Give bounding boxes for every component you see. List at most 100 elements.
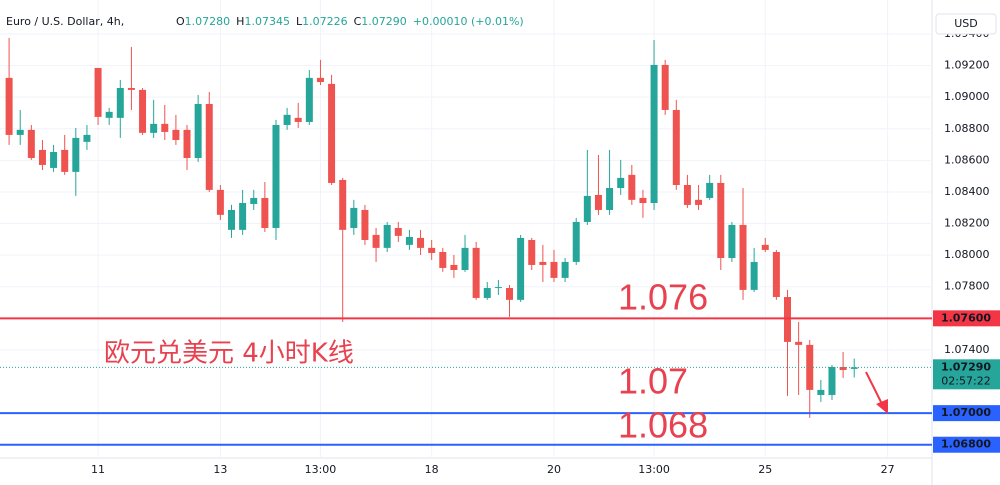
candle-body bbox=[94, 67, 102, 117]
candle-body bbox=[850, 367, 858, 369]
candle-body bbox=[261, 197, 269, 228]
candle-body bbox=[606, 188, 614, 210]
candle-body bbox=[761, 244, 769, 250]
y-tick-label: 1.09000 bbox=[944, 90, 990, 103]
candle-body bbox=[383, 224, 391, 248]
price-label: 1.07000 bbox=[941, 406, 991, 419]
candle-body bbox=[550, 261, 558, 278]
annotation: 欧元兑美元 4小时K线 bbox=[104, 339, 354, 369]
ohlc-legend: O1.07280 H1.07345 L1.07226 C1.07290 +0.00010… bbox=[176, 15, 524, 28]
candle-body bbox=[361, 209, 369, 240]
candle-body bbox=[494, 287, 502, 289]
x-tick-label: 27 bbox=[881, 463, 895, 476]
arrow bbox=[865, 371, 883, 405]
y-tick-label: 1.08200 bbox=[944, 217, 990, 230]
candle-body bbox=[194, 103, 202, 158]
candle-body bbox=[617, 177, 625, 189]
candle-body bbox=[817, 389, 825, 395]
candle-body bbox=[483, 288, 491, 298]
candle-body bbox=[150, 123, 158, 133]
candle-body bbox=[27, 129, 35, 158]
candle-body bbox=[839, 367, 847, 371]
candle-body bbox=[61, 149, 69, 172]
ohlc-value: 1.07345 bbox=[244, 15, 290, 28]
candle-body bbox=[439, 251, 447, 268]
candle-body bbox=[528, 239, 536, 265]
candle-body bbox=[661, 64, 669, 110]
x-tick-label: 25 bbox=[758, 463, 772, 476]
candle-body bbox=[172, 129, 180, 140]
candle-body bbox=[784, 297, 791, 342]
candle-body bbox=[594, 194, 602, 210]
ohlc-label: O bbox=[176, 15, 185, 28]
candle-body bbox=[405, 236, 413, 245]
price-label: 1.06800 bbox=[941, 438, 991, 451]
ohlc-label: L bbox=[296, 15, 303, 28]
candle-body bbox=[706, 182, 714, 198]
candle-body bbox=[328, 83, 336, 183]
candle-body bbox=[428, 247, 436, 253]
candle-body bbox=[561, 261, 569, 278]
candle-body bbox=[695, 199, 703, 205]
currency[interactable]: USD bbox=[954, 17, 978, 30]
candle-body bbox=[572, 221, 580, 262]
annotation: 1.068 bbox=[618, 405, 708, 446]
x-tick-label: 20 bbox=[547, 463, 561, 476]
candle-body bbox=[283, 114, 291, 125]
candle-body bbox=[350, 207, 358, 228]
candle-body bbox=[583, 195, 591, 222]
candle-body bbox=[461, 247, 469, 270]
candle-body bbox=[105, 111, 113, 118]
y-tick-label: 1.09200 bbox=[944, 59, 990, 72]
symbol: Euro / U.S. Dollar, 4h, bbox=[6, 15, 124, 28]
candle-body bbox=[72, 137, 80, 172]
candle-body bbox=[795, 341, 803, 345]
candle-body bbox=[183, 129, 191, 158]
annotation: 1.07 bbox=[618, 361, 688, 402]
y-tick-label: 1.08000 bbox=[944, 248, 990, 261]
price-label-box bbox=[933, 405, 1000, 422]
arrow-head bbox=[876, 399, 888, 414]
candle-body bbox=[305, 77, 313, 122]
candle-body bbox=[506, 288, 513, 300]
candle-body bbox=[216, 189, 224, 215]
last-price-label: 1.07290 bbox=[941, 360, 991, 373]
price-label: 1.07600 bbox=[941, 311, 991, 324]
candle-body bbox=[5, 77, 13, 135]
ohlc-label: H bbox=[236, 15, 244, 28]
candle-body bbox=[828, 367, 836, 395]
candle-body bbox=[450, 264, 458, 270]
ohlc-value: 1.07290 bbox=[361, 15, 407, 28]
candle-body bbox=[316, 77, 324, 82]
candle-body bbox=[127, 87, 135, 90]
candle-body bbox=[372, 234, 380, 248]
candle-body bbox=[116, 87, 124, 118]
y-tick-label: 1.08600 bbox=[944, 153, 990, 166]
ohlc-value: 1.07226 bbox=[302, 15, 348, 28]
x-tick-label: 13:00 bbox=[305, 463, 337, 476]
candle-body bbox=[517, 237, 525, 300]
candle-body bbox=[728, 224, 736, 258]
candle-body bbox=[417, 237, 425, 248]
price-label-box bbox=[933, 436, 1000, 453]
candle-body bbox=[739, 224, 747, 290]
candle-body bbox=[639, 197, 647, 204]
candle-body bbox=[339, 179, 347, 230]
candle-body bbox=[38, 149, 46, 165]
candle-body bbox=[472, 247, 480, 298]
y-tick-label: 1.07800 bbox=[944, 280, 990, 293]
last-price-box bbox=[933, 359, 1000, 390]
candle-body bbox=[272, 124, 280, 228]
candle-body bbox=[239, 203, 247, 230]
candle-body bbox=[228, 209, 235, 230]
x-tick-label: 11 bbox=[91, 463, 105, 476]
candle-body bbox=[750, 261, 758, 290]
currency-button[interactable] bbox=[935, 13, 997, 35]
candle-body bbox=[772, 251, 780, 298]
candle-body bbox=[50, 151, 58, 168]
candle-body bbox=[672, 109, 680, 186]
candle-body bbox=[250, 197, 258, 204]
x-tick-label: 18 bbox=[425, 463, 439, 476]
